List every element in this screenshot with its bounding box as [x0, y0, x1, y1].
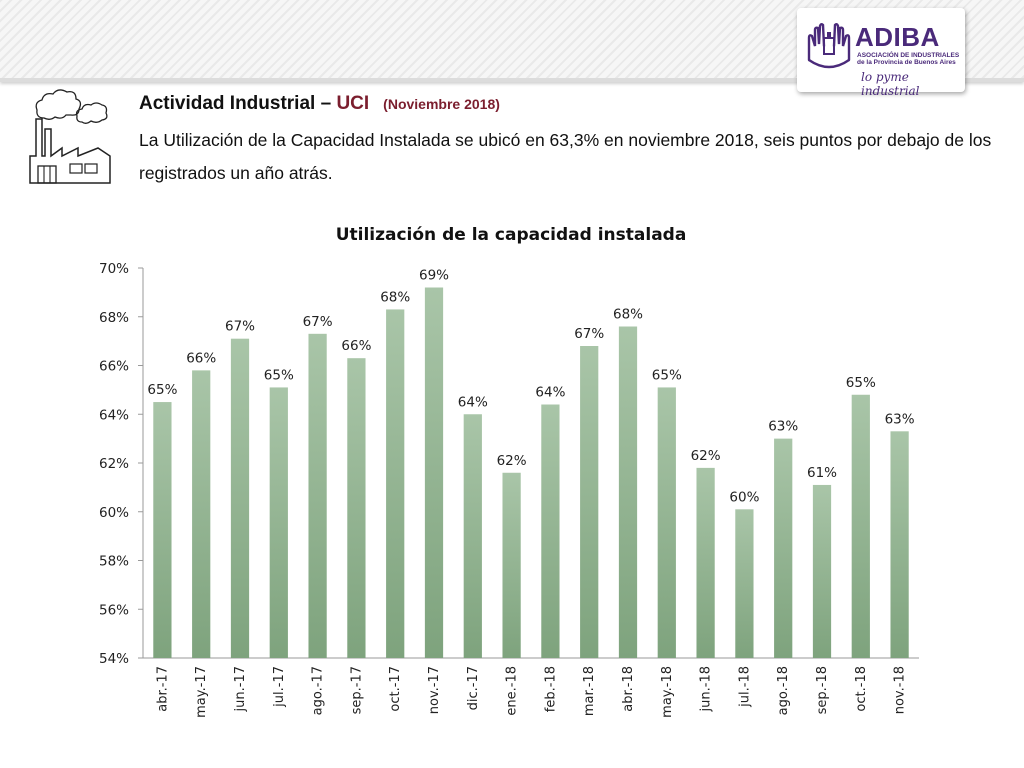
data-label: 68% [613, 307, 643, 323]
y-tick-label: 54% [99, 651, 129, 667]
x-tick-label: feb.-18 [543, 666, 558, 712]
bar [812, 484, 832, 658]
data-label: 65% [147, 382, 177, 398]
x-tick-label: jun.-18 [699, 666, 714, 712]
bar [890, 431, 909, 658]
x-tick-label: sep.-18 [815, 666, 830, 714]
adiba-logo[interactable]: ADIBA ASOCIACIÓN DE INDUSTRIALES de la P… [797, 8, 965, 98]
y-tick-label: 68% [99, 310, 129, 326]
x-tick-label: sep.-17 [349, 666, 364, 714]
data-label: 62% [691, 448, 721, 464]
x-tick-label: ago.-17 [311, 666, 326, 715]
x-tick-label: ene.-18 [505, 666, 520, 716]
x-tick-label: oct.-17 [388, 666, 403, 712]
bar [269, 387, 288, 658]
bar [502, 472, 521, 658]
data-label: 65% [846, 375, 876, 391]
adiba-emblem-icon [807, 23, 851, 69]
x-tick-label: dic.-17 [466, 666, 481, 710]
logo-subtitle-line1: ASOCIACIÓN DE INDUSTRIALES [857, 52, 960, 59]
bar [424, 287, 444, 658]
logo-subtitle-line2: de la Provincia de Buenos Aires [857, 59, 956, 66]
page-title-accent: UCI [336, 93, 370, 114]
factory-icon [29, 89, 111, 184]
bar [463, 414, 482, 658]
page-title-date: (Noviembre 2018) [383, 96, 500, 112]
bar [541, 404, 560, 658]
bar [735, 509, 754, 658]
data-label: 69% [419, 268, 449, 284]
y-tick-label: 64% [99, 407, 129, 423]
x-tick-label: abr.-18 [621, 666, 636, 712]
x-tick-label: may.-18 [660, 666, 675, 718]
bar [580, 346, 599, 658]
data-label: 63% [768, 419, 798, 435]
x-tick-label: jul.-18 [737, 666, 752, 708]
data-label: 66% [341, 338, 371, 354]
x-tick-label: nov.-18 [893, 666, 908, 714]
bar [851, 394, 870, 658]
bar [192, 370, 211, 658]
y-tick-label: 56% [99, 602, 129, 618]
data-label: 65% [264, 367, 294, 383]
x-tick-label: jul.-17 [272, 666, 287, 708]
x-tick-label: jun.-17 [233, 666, 248, 712]
bar [308, 333, 327, 658]
bar [347, 358, 366, 658]
logo-tagline: lo pyme industrial [861, 70, 920, 98]
x-tick-label: ago.-18 [776, 666, 791, 715]
y-tick-label: 58% [99, 554, 129, 570]
data-label: 65% [652, 367, 682, 383]
x-tick-label: nov.-17 [427, 666, 442, 714]
data-label: 64% [458, 394, 488, 410]
logo-name: ADIBA [855, 22, 940, 52]
data-label: 67% [574, 326, 604, 342]
page-title: Actividad Industrial – UCI (Noviembre 201… [139, 93, 500, 115]
data-label: 68% [380, 289, 410, 305]
page-title-text: Actividad Industrial – [139, 93, 337, 114]
data-label: 67% [303, 314, 333, 330]
x-tick-label: abr.-17 [155, 666, 170, 712]
y-tick-label: 60% [99, 505, 129, 521]
x-tick-label: oct.-18 [854, 666, 869, 712]
data-label: 63% [885, 411, 915, 427]
bar [774, 438, 793, 658]
y-tick-label: 66% [99, 359, 129, 375]
bar [153, 402, 172, 658]
y-tick-label: 62% [99, 456, 129, 472]
data-label: 64% [535, 385, 565, 401]
chart-title: Utilización de la capacidad instalada [336, 225, 687, 245]
data-label: 67% [225, 319, 255, 335]
bar [230, 338, 250, 658]
uci-bar-chart: Utilización de la capacidad instalada 54… [99, 225, 919, 718]
y-tick-label: 70% [99, 261, 129, 277]
bar [386, 309, 405, 658]
data-label: 62% [497, 453, 527, 469]
x-tick-label: mar.-18 [582, 666, 597, 716]
bar [696, 467, 715, 658]
data-label: 61% [807, 465, 837, 481]
bar [618, 326, 638, 658]
summary-text: La Utilización de la Capacidad Instalada… [139, 130, 992, 183]
chart-plot-area: 54% 56% 58% 60% 62% 64% 66% 68% 70% 65% abr.-17 66%… [99, 261, 919, 718]
bar [657, 387, 676, 658]
logo-subtitle: ASOCIACIÓN DE INDUSTRIALES de la Provinc… [857, 52, 961, 66]
x-tick-label: may.-17 [194, 666, 209, 718]
data-label: 66% [186, 350, 216, 366]
data-label: 60% [729, 489, 759, 505]
